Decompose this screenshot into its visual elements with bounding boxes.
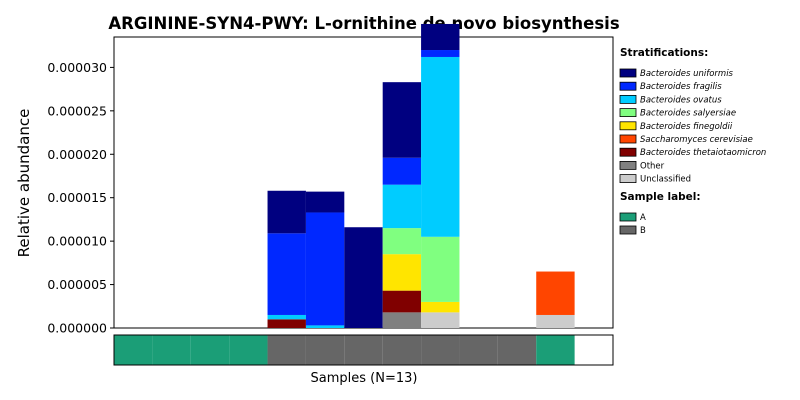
sample-label-cell-1 — [114, 335, 153, 365]
bar-segment-bacteroides-thetaiotaomicron-5 — [267, 319, 306, 328]
bar-stack-area — [267, 23, 575, 328]
legend-swatch — [619, 174, 637, 184]
sample-label-cell-2 — [152, 335, 191, 365]
legend-swatch — [619, 95, 637, 104]
sample-label-cell-10 — [459, 335, 498, 365]
bar-segment-bacteroides-salyersiae-8 — [382, 228, 422, 255]
bar-segment-other-8 — [382, 312, 422, 328]
legend-label: Bacteroides fragilis — [640, 82, 722, 92]
y-tick-label: 0.000030 — [47, 60, 107, 75]
bar-segment-bacteroides-ovatus-6 — [305, 325, 345, 328]
chart-title: ARGININE-SYN4-PWY: L-ornithine de novo b… — [108, 14, 619, 33]
bar-segment-bacteroides-fragilis-9 — [421, 50, 460, 57]
bar-segment-bacteroides-uniformis-6 — [305, 191, 345, 213]
legend-label: Saccharomyces cerevisiae — [640, 135, 753, 145]
bar-segment-saccharomyces-cerevisiae-12 — [536, 271, 575, 315]
bar-segment-bacteroides-uniformis-5 — [267, 190, 306, 234]
y-tick-label: 0.000010 — [47, 234, 107, 249]
bar-segment-bacteroides-uniformis-8 — [382, 82, 422, 158]
sample-strip-frame — [113, 334, 614, 366]
legend-swatch — [619, 81, 637, 91]
sample-label-cell-11 — [497, 335, 537, 365]
bar-segment-bacteroides-finegoldii-8 — [382, 254, 422, 291]
y-tick-label: 0.000000 — [47, 321, 107, 336]
y-tick-label: 0.000015 — [47, 190, 107, 205]
sample-label-cell-5 — [267, 335, 306, 365]
y-tick-label: 0.000020 — [47, 147, 107, 162]
legend-swatch — [619, 147, 637, 157]
y-axis-label: Relative abundance — [15, 109, 33, 258]
legend-swatch — [619, 68, 637, 78]
legend-label: Bacteroides uniformis — [640, 69, 734, 79]
bar-segment-bacteroides-fragilis-5 — [267, 233, 306, 315]
x-axis-label: Samples (N=13) — [311, 371, 418, 386]
y-axis-ticks: 0.000000 0.000005 0.000010 0.000015 0.000020… — [47, 60, 114, 336]
sample-label-legend-title: Sample label: — [620, 191, 701, 203]
bar-segment-bacteroides-uniformis-9 — [421, 23, 460, 51]
sample-label-cell-4 — [229, 335, 268, 365]
bar-segment-bacteroides-ovatus-5 — [267, 314, 306, 320]
bar-segment-bacteroides-fragilis-6 — [305, 212, 345, 326]
legend-label: Bacteroides thetaiotaomicron — [640, 148, 766, 158]
sample-label-cell-3 — [190, 335, 230, 365]
legend-swatch — [619, 160, 637, 170]
legend-swatch — [619, 121, 637, 131]
sample-label-legend: Sample label: AB — [619, 191, 701, 236]
sample-label-cell-7 — [344, 335, 383, 365]
bar-segment-bacteroides-thetaiotaomicron-8 — [382, 290, 422, 313]
legend-label: Other — [640, 161, 665, 171]
bar-segment-bacteroides-fragilis-8 — [382, 157, 422, 185]
legend-label: Bacteroides ovatus — [640, 95, 722, 105]
legend-swatch — [619, 108, 637, 117]
sample-label-cell-8 — [382, 335, 422, 365]
sample-label-swatch — [619, 212, 637, 222]
bar-segment-unclassified-9 — [421, 312, 460, 328]
sample-label-strip — [113, 334, 614, 366]
bar-segment-unclassified-12 — [536, 314, 575, 328]
sample-label-cell-9 — [421, 335, 460, 365]
legend-label: Unclassified — [640, 175, 691, 185]
sample-label-name: A — [640, 213, 646, 223]
bar-segment-bacteroides-uniformis-7 — [344, 227, 383, 328]
legend-title: Stratifications: — [620, 47, 708, 59]
bar-segment-bacteroides-ovatus-9 — [421, 56, 460, 237]
sample-label-name: B — [640, 226, 646, 236]
bar-segment-bacteroides-ovatus-8 — [382, 184, 422, 229]
legend-swatch — [619, 134, 637, 144]
sample-label-cell-12 — [536, 335, 575, 365]
y-tick-label: 0.000025 — [47, 103, 107, 118]
stratification-legend: Stratifications: Bacteroides uniformis Bac… — [619, 47, 766, 185]
sample-label-swatch — [619, 225, 637, 235]
legend-label: Bacteroides salyersiae — [640, 109, 736, 119]
legend-label: Bacteroides finegoldii — [640, 122, 733, 132]
sample-label-cell-6 — [305, 335, 345, 365]
bar-segment-bacteroides-finegoldii-9 — [421, 301, 460, 313]
bar-segment-bacteroides-salyersiae-9 — [421, 236, 460, 302]
y-tick-label: 0.000005 — [47, 277, 107, 292]
